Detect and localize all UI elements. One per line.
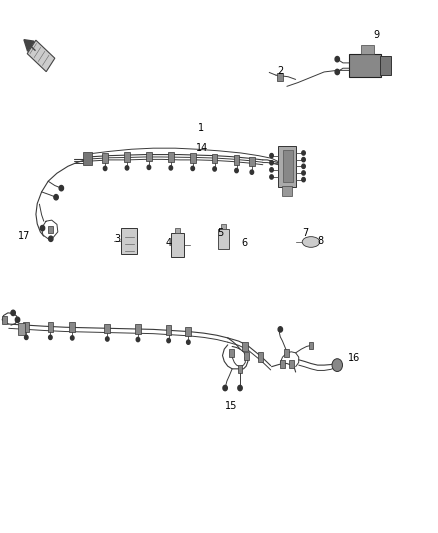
Bar [234,155,240,165]
Circle shape [302,177,305,182]
Bar [249,157,255,166]
Bar [27,40,55,71]
Bar [212,154,217,163]
Bar [24,322,29,332]
Circle shape [302,171,305,175]
Circle shape [191,166,194,171]
Bar [282,186,292,196]
Bar [280,359,285,368]
Bar [258,352,264,362]
Circle shape [213,167,216,171]
Bar [361,45,374,54]
Circle shape [302,164,305,168]
Circle shape [106,337,109,341]
Bar [244,352,249,360]
Circle shape [59,185,64,191]
Bar [229,349,234,357]
Circle shape [125,166,129,170]
Circle shape [49,335,52,340]
Circle shape [25,335,28,340]
Text: 5: 5 [217,228,223,238]
Bar [2,316,7,324]
Bar [380,56,391,75]
Bar [221,224,226,229]
Circle shape [15,317,20,322]
Bar [349,54,381,77]
Bar [171,233,184,257]
Bar [48,226,53,233]
Text: 7: 7 [303,228,309,238]
Text: 15: 15 [225,401,237,411]
Bar [285,349,290,357]
Circle shape [147,165,151,169]
Circle shape [71,336,74,340]
Circle shape [187,340,190,344]
Circle shape [335,56,339,62]
Bar [289,359,293,368]
Circle shape [250,170,254,174]
Circle shape [169,166,173,170]
Circle shape [332,359,343,372]
Bar [278,146,296,187]
Text: 14: 14 [196,143,208,152]
Bar [135,324,141,334]
Text: 9: 9 [374,30,380,39]
Bar [18,323,25,335]
Bar [308,342,314,349]
Bar [186,327,191,336]
Text: 6: 6 [241,238,247,247]
Circle shape [136,337,140,342]
Text: 1: 1 [198,123,205,133]
Circle shape [302,158,305,162]
Bar [283,150,293,182]
Circle shape [238,385,242,391]
Text: 2: 2 [277,66,283,76]
Circle shape [103,166,107,171]
Circle shape [270,175,273,179]
Bar [83,152,92,165]
Circle shape [54,195,58,200]
Text: 4: 4 [166,238,172,247]
Circle shape [167,338,170,343]
Text: 8: 8 [318,236,324,246]
Circle shape [223,385,227,391]
Text: 16: 16 [348,353,360,363]
Bar [124,152,130,162]
Bar [278,72,283,80]
Text: 3: 3 [114,234,120,244]
Bar [121,228,137,254]
Circle shape [40,225,45,231]
Bar [218,229,229,249]
Bar [190,153,195,163]
Circle shape [235,168,238,173]
Bar [168,152,173,162]
Bar [69,322,75,332]
Bar [146,152,152,161]
Bar [243,342,248,351]
Circle shape [270,160,273,165]
Circle shape [11,310,15,316]
Circle shape [270,154,273,158]
Circle shape [335,69,339,75]
Bar [238,365,243,373]
Circle shape [278,327,283,332]
Bar [104,324,110,333]
Polygon shape [24,39,34,51]
Ellipse shape [302,237,320,247]
Circle shape [49,236,53,241]
Bar [102,153,108,163]
Circle shape [302,151,305,155]
Bar [175,228,180,233]
Circle shape [270,168,273,172]
Bar [47,322,53,332]
Text: 17: 17 [18,231,30,241]
Bar [166,325,172,335]
